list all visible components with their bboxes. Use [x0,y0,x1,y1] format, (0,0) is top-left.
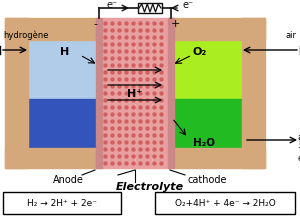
Bar [100,18,170,168]
Bar [28,40,100,99]
Text: e⁻: e⁻ [182,0,194,10]
Text: e⁻: e⁻ [106,0,118,10]
Bar [5,18,100,40]
Bar [155,192,295,214]
Bar [28,99,100,148]
Text: air: air [286,30,297,40]
Text: Anode: Anode [52,175,83,185]
Text: +: + [170,19,180,29]
Bar [5,18,28,168]
Text: cathode: cathode [187,175,227,185]
Text: H⁺: H⁺ [128,89,142,99]
Bar [96,18,102,168]
Bar [138,3,162,13]
Text: hydrogène: hydrogène [3,30,49,40]
Bar [3,192,121,214]
Bar [170,148,265,168]
Text: H₂ → 2H⁺ + 2e⁻: H₂ → 2H⁺ + 2e⁻ [27,198,97,208]
Text: Electrolyte: Electrolyte [116,182,184,192]
Bar [168,18,174,168]
Text: H: H [60,47,70,57]
Text: O₂+4H⁺ + 4e⁻ → 2H₂O: O₂+4H⁺ + 4e⁻ → 2H₂O [175,198,275,208]
Bar [170,18,265,40]
Bar [170,99,242,148]
Text: O₂: O₂ [193,47,207,57]
Text: -: - [93,19,97,29]
Text: air
+
eau: air + eau [297,133,300,163]
Bar [242,18,265,168]
Bar [170,40,242,99]
Bar [5,148,100,168]
Text: H₂O: H₂O [193,138,215,148]
